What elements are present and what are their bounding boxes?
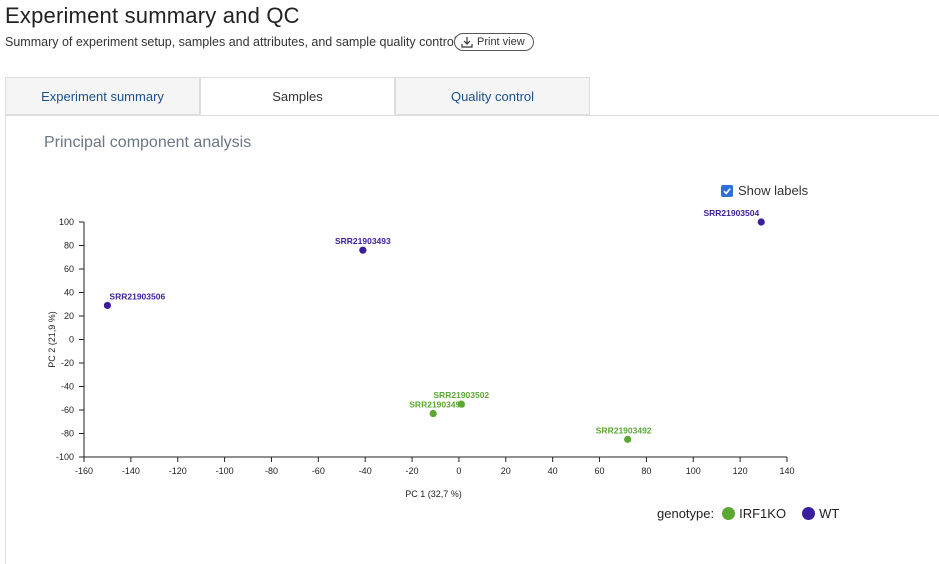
x-tick-label: 20 [501,466,511,476]
data-point-label: SRR21903506 [109,291,165,301]
legend-label: IRF1KO [739,506,787,521]
data-point-label: SRR21903492 [596,425,652,435]
data-point[interactable] [757,218,765,226]
show-labels-toggle[interactable]: Show labels [721,183,808,198]
x-tick-label: -140 [122,466,140,476]
tabs-bar: Experiment summary Samples Quality contr… [5,77,939,116]
content-panel [5,115,939,564]
x-tick-label: -80 [265,466,278,476]
y-tick-label: -80 [61,429,74,439]
tab-quality-control[interactable]: Quality control [395,77,590,115]
tab-label: Experiment summary [41,88,164,104]
data-point-label: SRR21903502 [433,390,489,400]
data-point-label: SRR21903504 [703,208,759,218]
tab-label: Samples [272,88,323,104]
data-point[interactable] [429,409,437,418]
page-subtitle: Summary of experiment setup, samples and… [5,35,457,49]
legend-swatch [802,507,816,520]
data-point-label: SRR21903498 [409,400,465,410]
x-tick-label: -40 [359,466,372,476]
data-point[interactable] [624,435,632,443]
download-icon [461,36,473,48]
x-tick-label: -100 [216,466,234,476]
y-tick-label: -60 [61,405,74,415]
legend-title: genotype: [657,506,715,521]
x-tick-label: 100 [686,466,701,476]
tab-samples[interactable]: Samples [200,77,395,115]
x-tick-label: 60 [595,466,605,476]
tab-experiment-summary[interactable]: Experiment summary [5,77,200,115]
print-view-label: Print view [477,36,525,48]
chart-legend: genotype: IRF1KO WT [657,506,839,521]
x-tick-label: 40 [548,466,558,476]
data-point-label: SRR21903493 [335,236,391,246]
y-tick-label: 80 [64,241,74,251]
y-tick-label: 40 [64,288,74,298]
y-tick-label: 0 [69,335,74,345]
x-tick-label: 120 [733,466,748,476]
data-point[interactable] [103,301,112,310]
y-tick-label: 20 [64,311,74,321]
legend-item-wt[interactable]: WT [802,506,839,521]
x-tick-label: -120 [169,466,187,476]
y-tick-label: 100 [59,217,74,227]
check-icon [723,187,731,195]
x-tick-label: 80 [641,466,651,476]
x-tick-label: -60 [312,466,325,476]
data-point[interactable] [359,246,367,254]
legend-item-irf1ko[interactable]: IRF1KO [722,506,786,521]
x-tick-label: 140 [779,466,794,476]
legend-swatch [722,507,736,520]
print-view-button[interactable]: Print view [454,33,534,51]
x-axis-label: PC 1 (32,7 %) [405,489,462,499]
section-title: Principal component analysis [44,134,252,151]
x-tick-label: -160 [75,466,93,476]
x-tick-label: 0 [456,466,461,476]
show-labels-checkbox[interactable] [721,184,733,197]
y-tick-label: 60 [64,264,74,274]
legend-label: WT [819,506,840,521]
show-labels-label: Show labels [738,183,809,198]
tab-label: Quality control [450,88,535,104]
data-point[interactable] [457,400,465,408]
y-tick-label: -100 [56,452,74,462]
x-tick-label: -20 [406,466,419,476]
y-axis-label: PC 2 (21,9 %) [47,311,57,368]
y-tick-label: -20 [61,358,74,368]
page-title: Experiment summary and QC [5,3,300,28]
y-tick-label: -40 [61,382,74,392]
